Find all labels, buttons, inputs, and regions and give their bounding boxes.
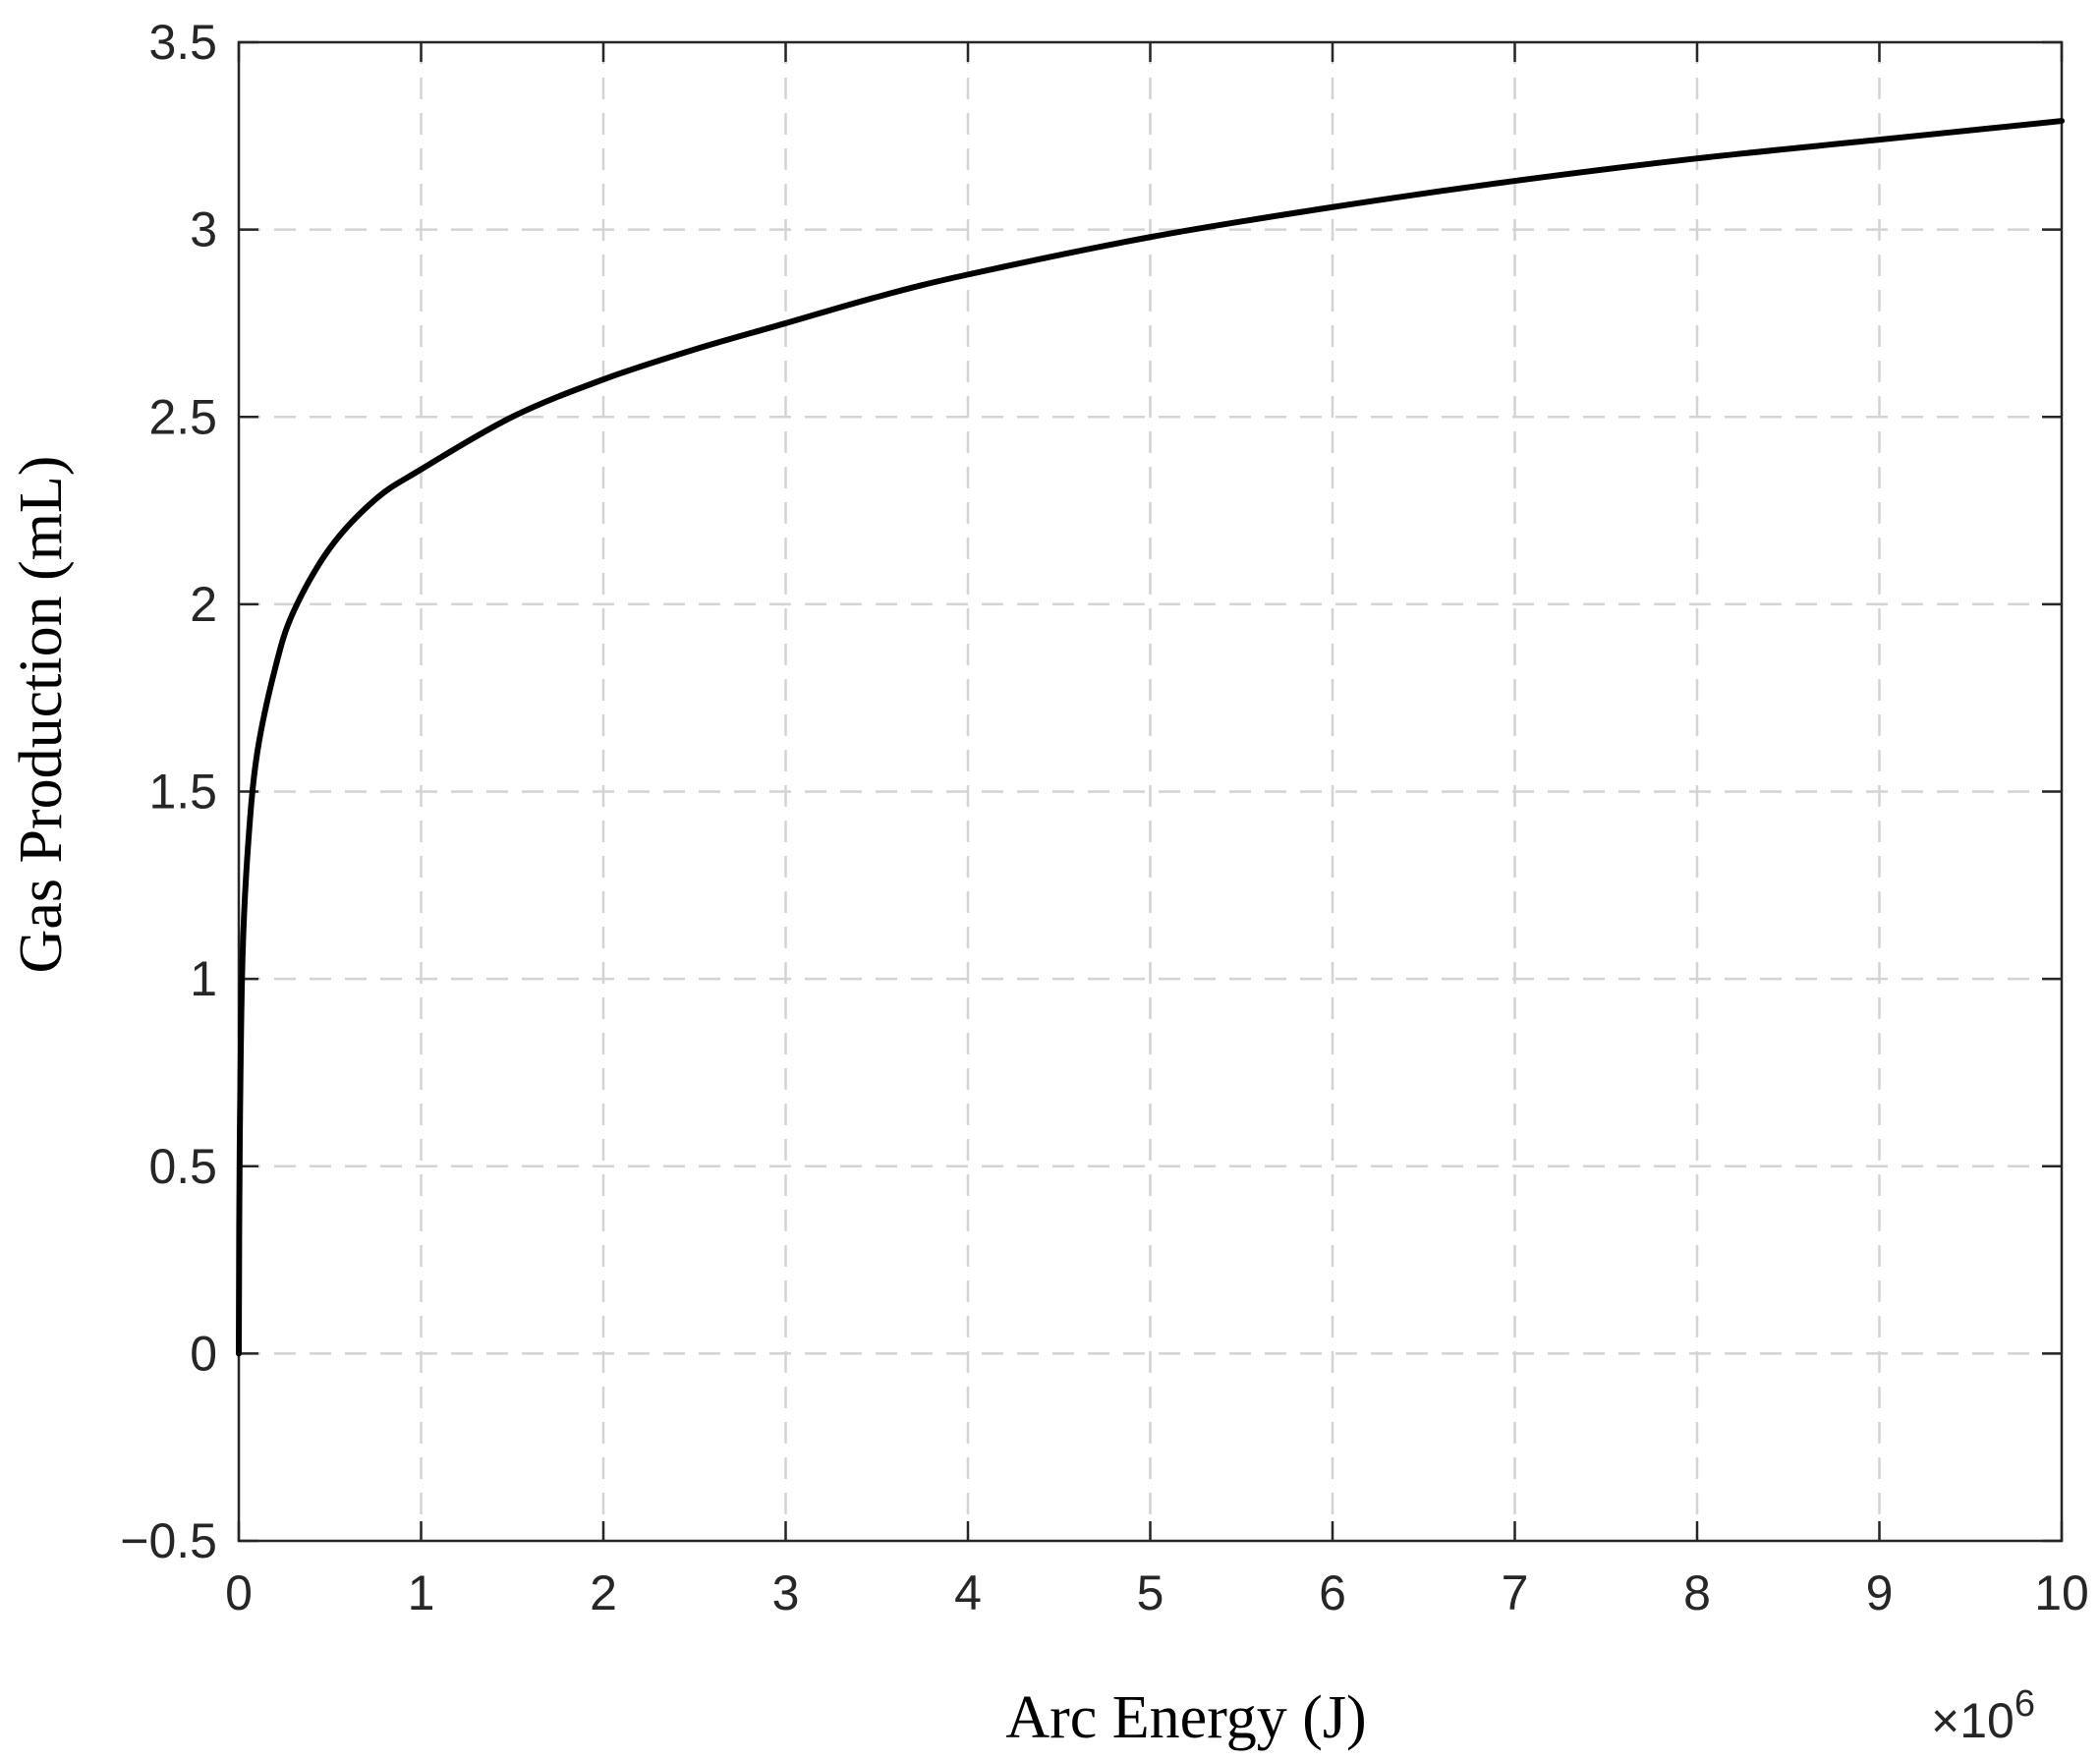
x-tick-label: 7 — [1502, 1565, 1529, 1620]
x-tick-label: 9 — [1866, 1565, 1894, 1620]
x-tick-label: 4 — [954, 1565, 982, 1620]
y-axis-title: Gas Production (mL) — [8, 456, 75, 974]
y-tick-label: −0.5 — [120, 1513, 217, 1568]
y-tick-label: 2 — [190, 577, 217, 632]
y-tick-label: 3 — [190, 202, 217, 257]
x-axis-exponent-power: 6 — [2015, 1683, 2035, 1725]
x-axis-exponent-base: ×10 — [1931, 1693, 2015, 1748]
x-tick-label: 10 — [2034, 1565, 2089, 1620]
data-series — [236, 118, 2065, 1357]
y-tick-label: 3.5 — [148, 15, 217, 70]
x-tick-label: 2 — [590, 1565, 617, 1620]
tick-labels: 0 1 2 3 4 5 6 7 8 9 10−0.500.511.522.533.5 — [120, 15, 2089, 1620]
grid-lines — [239, 42, 2062, 1541]
y-tick-label: 2.5 — [148, 389, 217, 444]
x-tick-label: 1 — [408, 1565, 435, 1620]
y-tick-label: 1.5 — [148, 765, 217, 820]
x-tick-label: 6 — [1319, 1565, 1346, 1620]
x-tick-label: 0 — [225, 1565, 253, 1620]
x-axis-title: Arc Energy (J) — [1005, 1684, 1366, 1751]
x-axis-exponent-label: ×106 — [1931, 1683, 2035, 1748]
y-tick-label: 0 — [190, 1326, 217, 1381]
x-tick-label: 8 — [1683, 1565, 1711, 1620]
y-tick-label: 0.5 — [148, 1139, 217, 1194]
gas-production-curve — [236, 118, 2065, 1357]
x-tick-label: 3 — [772, 1565, 800, 1620]
y-tick-label: 1 — [190, 951, 217, 1006]
x-tick-label: 5 — [1137, 1565, 1164, 1620]
